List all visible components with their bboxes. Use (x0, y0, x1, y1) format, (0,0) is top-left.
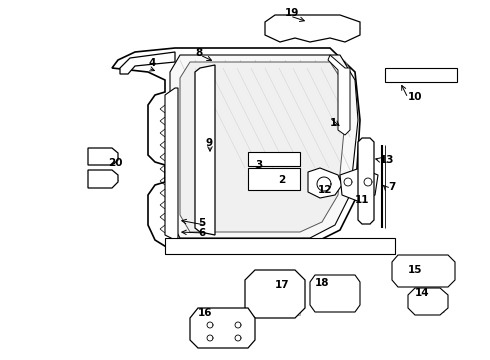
Text: 15: 15 (408, 265, 422, 275)
Polygon shape (340, 168, 378, 202)
Bar (385, 68, 457, 82)
Text: 12: 12 (318, 185, 333, 195)
Text: 5: 5 (198, 218, 205, 228)
Polygon shape (328, 55, 350, 135)
Polygon shape (88, 148, 118, 165)
Text: 20: 20 (108, 158, 122, 168)
Text: 19: 19 (285, 8, 299, 18)
Bar (165, 238, 395, 254)
Bar (248, 168, 300, 190)
Polygon shape (120, 52, 175, 74)
Text: 8: 8 (195, 48, 202, 58)
Polygon shape (358, 138, 374, 224)
Polygon shape (310, 275, 360, 312)
Polygon shape (165, 88, 178, 240)
Text: 6: 6 (198, 228, 205, 238)
Text: 16: 16 (198, 308, 213, 318)
Text: 2: 2 (278, 175, 285, 185)
Polygon shape (408, 288, 448, 315)
Polygon shape (245, 270, 305, 318)
Text: 14: 14 (415, 288, 430, 298)
Text: 17: 17 (275, 280, 290, 290)
Polygon shape (265, 15, 360, 42)
Polygon shape (88, 170, 118, 188)
Polygon shape (180, 62, 345, 232)
Text: 1: 1 (330, 118, 337, 128)
Polygon shape (112, 48, 360, 248)
Polygon shape (195, 65, 215, 235)
Text: 10: 10 (408, 92, 422, 102)
Bar (248, 152, 300, 166)
Text: 18: 18 (315, 278, 329, 288)
Text: 7: 7 (388, 182, 395, 192)
Polygon shape (392, 255, 455, 287)
Polygon shape (308, 168, 342, 198)
Text: 3: 3 (255, 160, 262, 170)
Text: 9: 9 (205, 138, 212, 148)
Polygon shape (190, 308, 255, 348)
Text: 13: 13 (380, 155, 394, 165)
Text: 4: 4 (148, 58, 155, 68)
Polygon shape (170, 55, 358, 238)
Text: 11: 11 (355, 195, 369, 205)
